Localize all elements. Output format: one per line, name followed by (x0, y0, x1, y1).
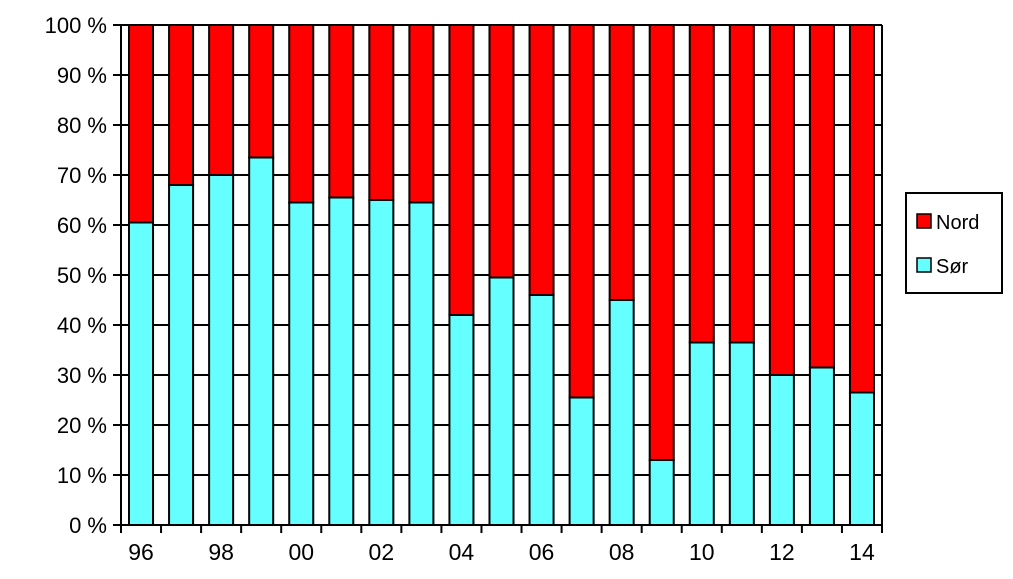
legend-swatch-nord (916, 213, 932, 229)
x-tick-label: 12 (769, 539, 795, 565)
y-tick-label: 40 % (57, 313, 107, 338)
bar-sor-00 (288, 201, 315, 526)
bar-nord-04 (448, 24, 475, 316)
bar-nord-13 (808, 24, 835, 369)
x-tick-label: 02 (369, 539, 395, 565)
y-tick-label: 10 % (57, 463, 107, 488)
bar-nord-98 (208, 24, 235, 176)
x-tick-label: 06 (529, 539, 555, 565)
x-tick-label: 00 (288, 539, 314, 565)
x-tick-label: 14 (849, 539, 875, 565)
bar-sor-06 (528, 294, 555, 526)
bar-nord-12 (768, 24, 795, 376)
legend-label-sor: Sør (936, 256, 969, 278)
bar-nord-08 (608, 24, 635, 301)
x-tick-label: 98 (208, 539, 234, 565)
bar-sor-02 (368, 199, 395, 526)
bar-sor-05 (488, 276, 515, 526)
bar-nord-07 (568, 24, 595, 399)
y-tick-label: 0 % (69, 513, 107, 538)
bar-nord-00 (288, 24, 315, 204)
x-tick-label: 96 (128, 539, 154, 565)
bar-nord-14 (848, 24, 875, 394)
bar-sor-98 (208, 174, 235, 526)
y-tick-label: 80 % (57, 113, 107, 138)
y-axis-ticks: 0 % 10 % 20 % 30 % 40 % 50 % 60 % 70 % 80 % 90 % 1… (45, 13, 121, 538)
bar-sor-07 (568, 396, 595, 526)
bar-nord-10 (688, 24, 715, 344)
x-tick-label: 10 (689, 539, 715, 565)
legend: Nord Sør (905, 192, 1003, 294)
bar-sor-09 (648, 459, 675, 526)
y-tick-label: 90 % (57, 63, 107, 88)
bar-sor-96 (128, 221, 155, 526)
bar-sor-97 (168, 184, 195, 526)
legend-box (905, 192, 1003, 294)
y-tick-label: 20 % (57, 413, 107, 438)
bar-sor-01 (328, 196, 355, 526)
x-tick-label: 08 (609, 539, 635, 565)
bar-nord-03 (408, 24, 435, 204)
bar-nord-97 (168, 24, 195, 186)
bar-sor-12 (768, 374, 795, 526)
bar-nord-02 (368, 24, 395, 201)
y-tick-label: 50 % (57, 263, 107, 288)
bar-sor-14 (848, 391, 875, 526)
y-tick-label: 100 % (45, 13, 107, 38)
bar-sor-10 (688, 341, 715, 526)
legend-swatch-sor (916, 257, 932, 273)
bar-sor-03 (408, 201, 435, 526)
x-tick-label: 04 (449, 539, 475, 565)
bar-nord-06 (528, 24, 555, 296)
y-tick-label: 70 % (57, 163, 107, 188)
legend-label-nord: Nord (936, 212, 979, 234)
bar-sor-13 (808, 366, 835, 526)
bar-nord-96 (128, 24, 155, 224)
bar-sor-11 (728, 341, 755, 526)
bar-sor-08 (608, 299, 635, 526)
x-axis-ticks: 96 98 00 02 04 06 08 10 12 14 (120, 525, 883, 565)
bar-nord-01 (328, 24, 355, 199)
bars (128, 24, 875, 526)
y-tick-label: 30 % (57, 363, 107, 388)
y-tick-label: 60 % (57, 213, 107, 238)
bar-nord-99 (248, 24, 275, 159)
bar-nord-11 (728, 24, 755, 344)
bar-sor-04 (448, 314, 475, 526)
bar-nord-09 (648, 24, 675, 461)
bar-sor-99 (248, 156, 275, 526)
bar-nord-05 (488, 24, 515, 279)
